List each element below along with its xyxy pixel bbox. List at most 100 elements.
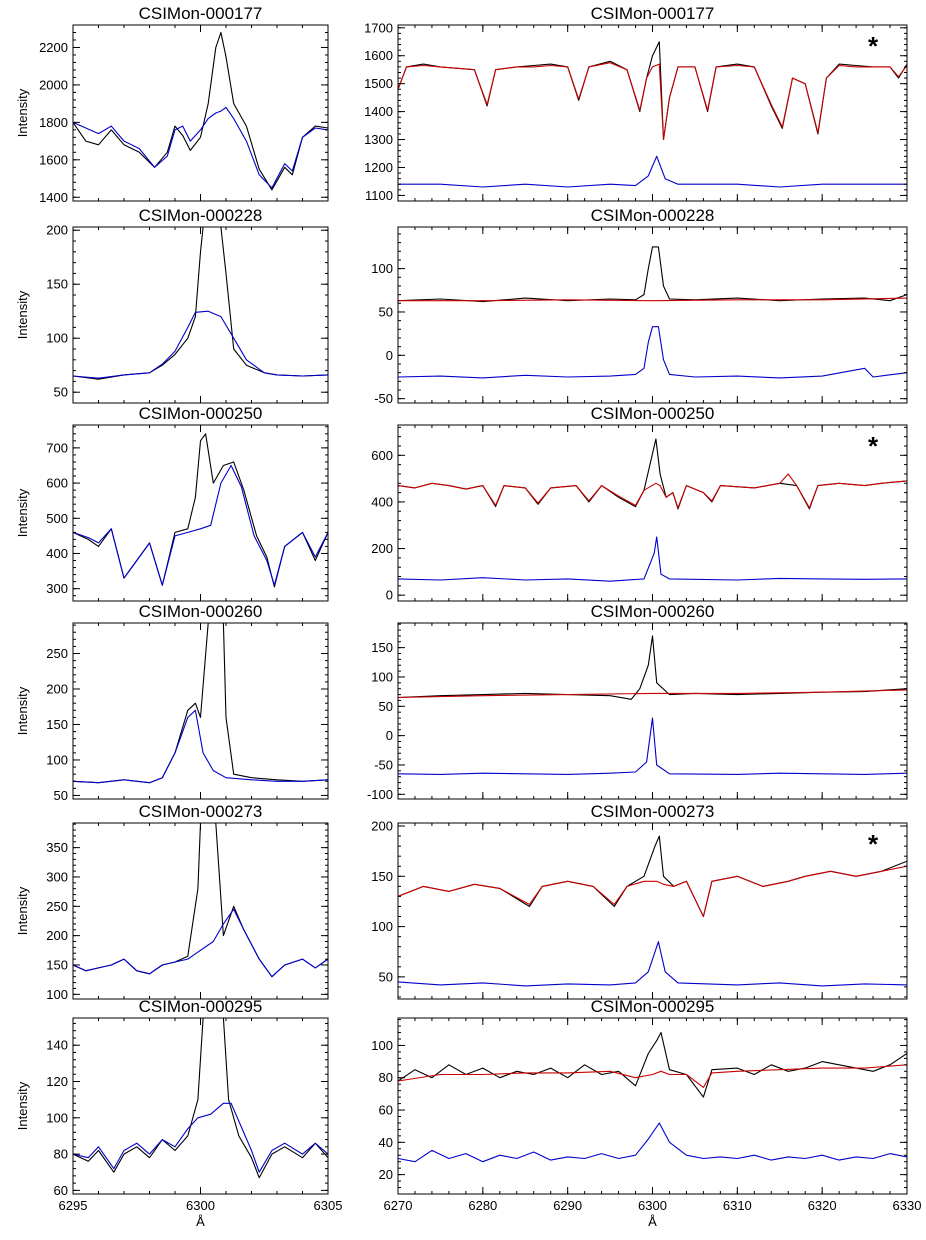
x-axis-label: Å (196, 1214, 205, 1229)
series-line-observed (73, 31, 328, 191)
series-line-residual (398, 326, 907, 379)
series-line-residual (398, 536, 907, 582)
series-line-observed (398, 438, 907, 510)
x-tick-label: 6310 (723, 1198, 752, 1213)
series-line-observed (73, 227, 328, 380)
y-tick-label: 100 (371, 1038, 393, 1053)
x-tick-label: 6320 (808, 1198, 837, 1213)
y-tick-label: 50 (379, 699, 393, 714)
x-tick-label: 6305 (314, 1198, 343, 1213)
y-tick-label: 1600 (39, 152, 68, 167)
series-line-residual (73, 106, 328, 189)
y-tick-label: 100 (371, 919, 393, 934)
plot-frame (397, 622, 908, 800)
y-tick-label: 150 (371, 640, 393, 655)
panel-title: CSIMon-000228 (139, 206, 263, 225)
y-tick-label: 0 (386, 348, 393, 363)
series-line-observed (398, 835, 907, 918)
x-tick-label: 6330 (893, 1198, 922, 1213)
y-tick-label: 100 (46, 752, 68, 767)
y-tick-label: 80 (379, 1070, 393, 1085)
y-tick-label: 140 (46, 1038, 68, 1053)
panel-1: CSIMon-000177 1400 1600 1800 2000 2200 Intensi… (15, 4, 329, 205)
y-tick-label: 150 (46, 277, 68, 292)
y-tick-label: 400 (46, 546, 68, 561)
series-line-residual (398, 717, 907, 775)
plot-frame (397, 822, 908, 1000)
panel-5: CSIMon-000250 300 400 500 600 700 Intensity (15, 404, 329, 602)
y-tick-label: 40 (379, 1135, 393, 1150)
y-tick-label: 200 (46, 682, 68, 697)
x-tick-label: 6270 (384, 1198, 413, 1213)
y-tick-label: -50 (374, 391, 393, 406)
panel-title: CSIMon-000250 (591, 404, 715, 423)
y-tick-label: 150 (371, 869, 393, 884)
y-tick-label: 350 (46, 840, 68, 855)
series-line-residual (73, 464, 328, 586)
x-tick-label: 6300 (638, 1198, 667, 1213)
y-tick-label: 1300 (364, 132, 393, 147)
plot-frame (397, 24, 908, 202)
y-tick-label: 1600 (364, 48, 393, 63)
panel-title: CSIMon-000177 (139, 4, 263, 23)
series-line-residual (398, 941, 907, 987)
series-line-residual (73, 709, 328, 784)
y-tick-label: 60 (379, 1103, 393, 1118)
y-axis-label: Intensity (15, 1081, 30, 1130)
y-tick-label: 100 (46, 987, 68, 1002)
y-tick-label: 200 (46, 928, 68, 943)
y-tick-label: 200 (371, 819, 393, 834)
plot-frame (397, 1017, 908, 1195)
y-tick-label: 300 (46, 581, 68, 596)
y-tick-label: 50 (379, 969, 393, 984)
y-tick-label: 150 (46, 717, 68, 732)
panel-title: CSIMon-000295 (139, 997, 263, 1016)
x-axis-label: Å (648, 1214, 657, 1229)
x-tick-label: 6300 (186, 1198, 215, 1213)
y-tick-label: 0 (386, 728, 393, 743)
star-marker: * (868, 829, 879, 859)
x-tick-label: 6290 (553, 1198, 582, 1213)
y-tick-label: 2200 (39, 40, 68, 55)
series-line-observed (73, 623, 328, 784)
series-line-observed (398, 1031, 907, 1098)
series-line-residual (73, 1102, 328, 1173)
y-tick-label: 600 (371, 448, 393, 463)
y-tick-label: 100 (371, 261, 393, 276)
y-tick-label: 150 (46, 957, 68, 972)
plot-frame (72, 24, 329, 202)
y-tick-label: 600 (46, 476, 68, 491)
y-axis-label: Intensity (15, 88, 30, 137)
series-line-template (398, 689, 907, 699)
y-tick-label: 50 (54, 385, 68, 400)
panel-12: CSIMon-000295 6270 6280 6290 6300 6310 6320 633… (371, 997, 921, 1229)
series-line-observed (73, 433, 328, 588)
y-tick-label: 50 (54, 788, 68, 803)
plot-frame (397, 226, 908, 404)
y-tick-label: -100 (367, 787, 393, 802)
plot-frame (72, 822, 329, 1000)
y-axis-label: Intensity (15, 886, 30, 935)
y-tick-label: 100 (46, 1110, 68, 1125)
y-tick-label: 1800 (39, 115, 68, 130)
y-axis-label: Intensity (15, 686, 30, 735)
y-tick-label: 250 (46, 899, 68, 914)
panel-7: CSIMon-000260 50 100 150 200 250 Intensity (15, 602, 329, 803)
y-tick-label: 300 (46, 869, 68, 884)
y-tick-label: 0 (386, 588, 393, 603)
panel-10: CSIMon-000273 50 100 150 200 * (371, 802, 908, 1000)
y-tick-label: 80 (54, 1147, 68, 1162)
plot-frame (72, 1017, 329, 1195)
series-line-residual (398, 1122, 907, 1163)
y-tick-label: 250 (46, 646, 68, 661)
y-tick-label: 20 (379, 1167, 393, 1182)
y-tick-label: 1500 (364, 76, 393, 91)
series-line-observed (73, 1018, 328, 1179)
panel-title: CSIMon-000260 (591, 602, 715, 621)
y-tick-label: 700 (46, 440, 68, 455)
series-line-template (398, 297, 907, 302)
series-line-residual (73, 908, 328, 978)
panel-9: CSIMon-000273 100 150 200 250 300 350 Intensity (15, 802, 329, 1002)
